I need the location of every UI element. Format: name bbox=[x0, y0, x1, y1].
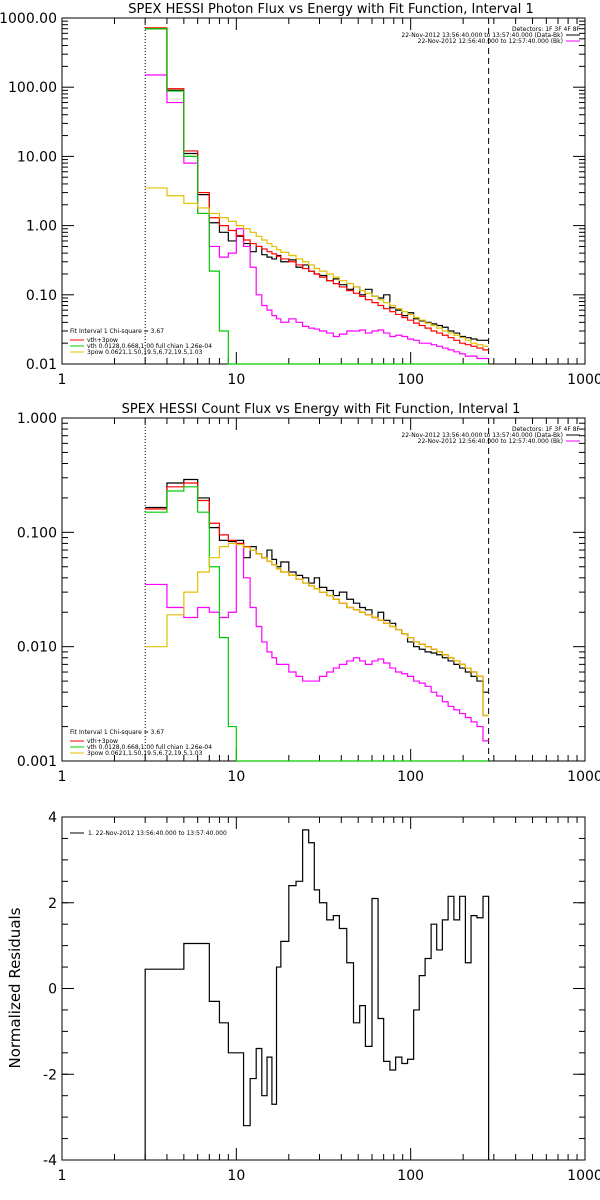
y-tick-label: 2 bbox=[48, 896, 57, 912]
panel-3-legend-text: 1. 22-Nov-2012 13:56:40.000 to 13:57:40.… bbox=[88, 830, 227, 837]
panel-3-y-axis-label: Normalized Residuals bbox=[6, 907, 24, 1068]
panel-1-legend-entry-1: vth+3pow bbox=[87, 337, 118, 344]
y-tick-label: 10.00 bbox=[17, 149, 57, 165]
count-flux-panel: SPEX HESSI Count Flux vs Energy with Fit… bbox=[17, 402, 600, 785]
series-data-bk bbox=[145, 28, 489, 341]
panel-2-header-bk: 22-Nov-2012 12:56:40.000 to 12:57:40.000… bbox=[418, 438, 563, 445]
panel-1-legend-entry-3: 3pow 0.0621,1.50,19.5,6.72,19.5,1.03 bbox=[87, 349, 203, 356]
photon-flux-panel: SPEX HESSI Photon Flux vs Energy with Fi… bbox=[0, 2, 600, 388]
panel-2-header-databk: 22-Nov-2012 13:56:40.000 to 13:57:40.000… bbox=[401, 432, 563, 439]
series-vth bbox=[145, 486, 489, 762]
series-vth bbox=[145, 28, 489, 365]
x-tick-label: 1000 bbox=[567, 1168, 600, 1184]
series-3pow bbox=[145, 187, 489, 347]
panel-1-frame bbox=[61, 17, 586, 365]
y-tick-label: 0.001 bbox=[17, 754, 57, 770]
panel-2-detectors: Detectors: 1F 3F 4F 8F bbox=[512, 426, 581, 433]
x-tick-label: 1 bbox=[58, 372, 67, 388]
x-tick-label: 100 bbox=[397, 372, 424, 388]
y-tick-label: 0.10 bbox=[26, 288, 57, 304]
series-data-bk bbox=[145, 478, 489, 693]
x-tick-label: 1 bbox=[58, 769, 67, 785]
panel-2-legend-title: Fit Interval 1 Chi-square = 3.67 bbox=[70, 729, 164, 736]
x-tick-label: 1 bbox=[58, 1168, 67, 1184]
series-bk bbox=[145, 74, 489, 360]
panel-1-detectors: Detectors: 1F 3F 4F 8F bbox=[512, 26, 581, 33]
panel-2-legend-entry-1: vth+3pow bbox=[87, 738, 118, 745]
x-tick-label: 1000 bbox=[567, 372, 600, 388]
panel-2-frame bbox=[61, 417, 586, 762]
y-tick-label: -2 bbox=[43, 1067, 57, 1083]
panel-1-header-databk: 22-Nov-2012 13:56:40.000 to 13:57:40.000… bbox=[401, 32, 563, 39]
series-residuals bbox=[144, 829, 490, 1160]
panel-1-header-bk: 22-Nov-2012 12:56:40.000 to 12:57:40.000… bbox=[418, 38, 563, 45]
residuals-panel: 1. 22-Nov-2012 13:56:40.000 to 13:57:40.… bbox=[6, 810, 600, 1184]
series-bk bbox=[145, 542, 489, 742]
x-tick-label: 100 bbox=[397, 769, 424, 785]
y-tick-label: 1000.00 bbox=[0, 11, 57, 27]
panel-3-frame bbox=[61, 816, 586, 1161]
panel-1-legend-title: Fit Interval 1 Chi-square = 3.67 bbox=[70, 328, 164, 335]
y-tick-label: 1.000 bbox=[17, 411, 57, 427]
y-tick-label: 0.100 bbox=[17, 525, 57, 541]
series-3pow bbox=[145, 542, 489, 717]
x-tick-label: 10 bbox=[227, 769, 245, 785]
y-tick-label: -4 bbox=[43, 1153, 57, 1169]
y-tick-label: 1.00 bbox=[26, 219, 57, 235]
panel-1-legend-entry-2: vth 0.0128,0.668,1.00 full chian 1.26e-0… bbox=[87, 343, 212, 350]
y-tick-label: 0.010 bbox=[17, 640, 57, 656]
y-tick-label: 4 bbox=[48, 810, 57, 826]
y-tick-label: 0 bbox=[48, 982, 57, 998]
x-tick-label: 100 bbox=[397, 1168, 424, 1184]
y-tick-label: 0.01 bbox=[26, 357, 57, 373]
panel-1-title: SPEX HESSI Photon Flux vs Energy with Fi… bbox=[128, 2, 534, 17]
series-vth-3pow bbox=[145, 27, 489, 351]
panel-2-legend-entry-2: vth 0.0128,0.668,1.00 full chian 1.26e-0… bbox=[87, 744, 212, 751]
x-tick-label: 10 bbox=[227, 1168, 245, 1184]
x-tick-label: 1000 bbox=[567, 769, 600, 785]
y-tick-label: 100.00 bbox=[8, 80, 57, 96]
panel-2-title: SPEX HESSI Count Flux vs Energy with Fit… bbox=[122, 402, 521, 417]
x-tick-label: 10 bbox=[227, 372, 245, 388]
panel-2-legend-entry-3: 3pow 0.0621,1.50,19.5,6.72,19.5,1.03 bbox=[87, 750, 203, 757]
